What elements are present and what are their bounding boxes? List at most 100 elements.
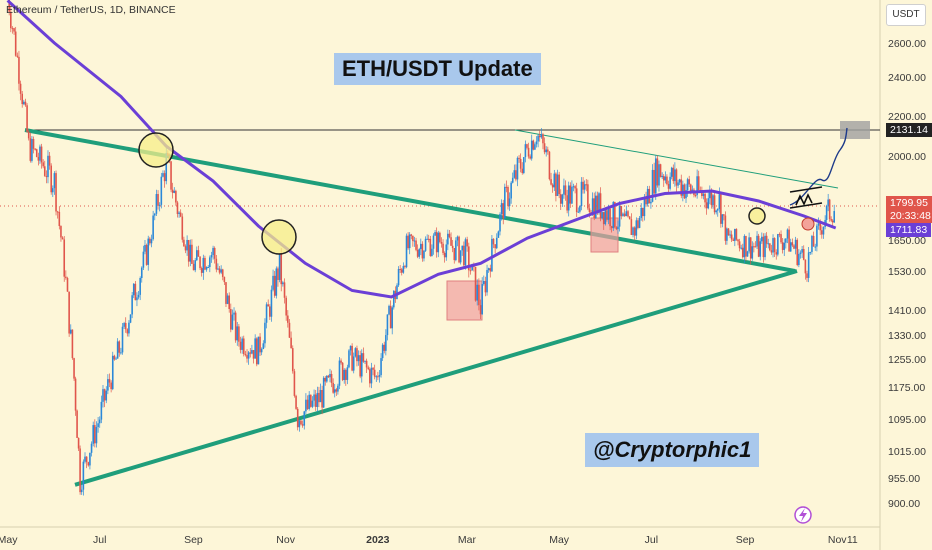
y-tick-label: 2600.00: [888, 38, 926, 50]
price-candle: [415, 240, 417, 250]
price-candle: [340, 360, 342, 363]
price-candle: [189, 244, 192, 262]
price-candle: [661, 175, 663, 178]
price-candle: [343, 369, 346, 381]
price-candle: [115, 358, 117, 360]
price-candle: [816, 225, 818, 247]
price-candle: [709, 190, 711, 199]
price-candle: [617, 226, 619, 230]
price-candle: [412, 235, 414, 242]
price-candle: [468, 246, 470, 271]
price-candle: [542, 134, 544, 144]
price-candle: [566, 195, 568, 211]
price-candle: [596, 195, 599, 213]
price-candle: [669, 176, 671, 189]
price-candle: [484, 280, 487, 293]
price-candle: [777, 234, 779, 255]
price-candle: [791, 242, 794, 246]
price-candle: [727, 228, 730, 236]
price-candle: [672, 167, 675, 182]
price-candle: [100, 401, 103, 420]
currency-button[interactable]: USDT: [886, 4, 926, 26]
price-candle: [359, 355, 361, 377]
price-candle: [734, 228, 736, 241]
x-tick-label: May: [0, 534, 18, 546]
price-candle: [176, 202, 179, 214]
price-candle: [144, 245, 146, 252]
price-candle: [290, 337, 292, 349]
price-candle: [756, 235, 758, 247]
price-candle: [564, 185, 567, 196]
price-candle: [769, 243, 771, 251]
lower-trendline: [74, 269, 798, 487]
price-candle: [696, 176, 698, 196]
chart-annotation-title: ETH/USDT Update: [334, 53, 541, 85]
price-candle: [43, 166, 46, 176]
price-candle: [354, 348, 357, 357]
price-candle: [308, 394, 310, 409]
price-candle: [236, 326, 239, 341]
price-candle: [664, 176, 667, 181]
price-candle: [344, 369, 347, 380]
price-candle: [738, 241, 741, 249]
price-candle: [225, 282, 227, 304]
price-candle: [10, 11, 12, 29]
price-candle: [16, 55, 19, 57]
price-candle: [18, 56, 20, 84]
price-candle: [183, 239, 185, 247]
price-candle: [364, 360, 366, 362]
price-candle: [316, 392, 319, 407]
price-candle: [381, 344, 384, 359]
price-candle: [262, 343, 265, 349]
price-candle: [300, 420, 302, 425]
lightning-icon: [794, 506, 812, 524]
price-candle: [265, 304, 268, 323]
price-candle: [162, 173, 164, 177]
price-candle: [505, 186, 508, 188]
price-candle: [55, 173, 57, 212]
price-candle: [723, 214, 725, 216]
price-candle: [131, 295, 133, 315]
price-candle: [825, 205, 828, 220]
price-candle: [120, 352, 122, 354]
highlight-circle: [138, 132, 174, 168]
price-candle: [210, 255, 213, 258]
price-candle: [247, 352, 250, 359]
price-candle: [710, 190, 713, 206]
price-candle: [165, 152, 168, 182]
price-candle: [527, 147, 530, 157]
price-candle: [729, 234, 731, 236]
price-candle: [567, 185, 570, 211]
price-candle: [612, 202, 615, 229]
price-candle: [429, 238, 432, 256]
price-candle: [405, 235, 408, 268]
price-candle: [453, 248, 456, 261]
price-candle: [147, 238, 150, 265]
price-candle: [526, 144, 528, 148]
price-candle: [29, 138, 32, 161]
price-candle: [391, 307, 394, 329]
price-candle: [783, 242, 786, 250]
price-candle: [724, 215, 727, 241]
price-candle: [642, 207, 644, 217]
price-candle: [701, 190, 703, 197]
price-candle: [47, 155, 49, 178]
price-candle: [607, 208, 610, 220]
price-candle: [416, 249, 419, 257]
price-candle: [551, 184, 554, 188]
price-candle: [754, 246, 757, 248]
symbol-header: Ethereum / TetherUS, 1D, BINANCE: [6, 4, 176, 16]
price-candle: [455, 240, 457, 261]
price-candle: [817, 223, 820, 226]
price-candle: [702, 193, 705, 197]
flag-channel-sketch: [789, 186, 823, 209]
price-candle: [595, 195, 597, 219]
price-candle: [223, 276, 226, 283]
price-candle: [306, 399, 309, 409]
price-candle: [486, 270, 488, 293]
price-candle: [163, 173, 166, 182]
price-candle: [37, 156, 40, 161]
price-candle: [658, 164, 660, 186]
